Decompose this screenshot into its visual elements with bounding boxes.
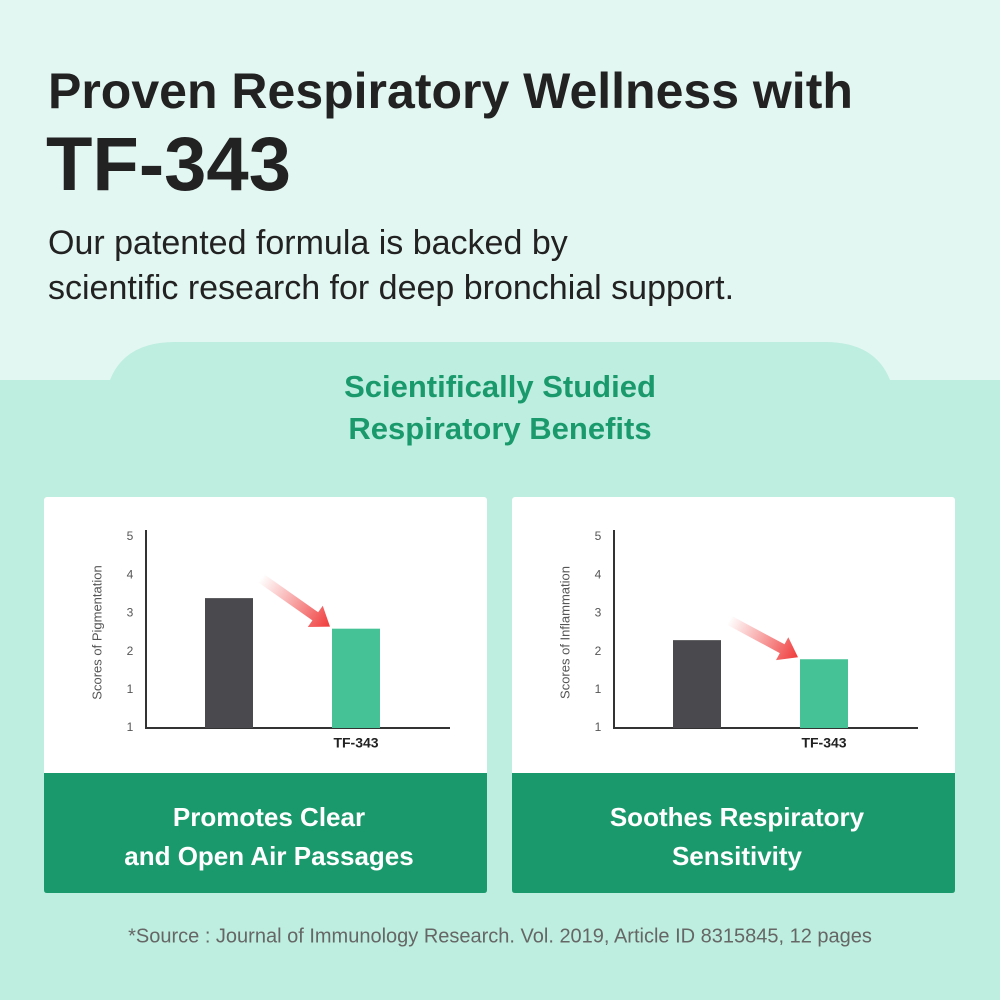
- title: Proven Respiratory Wellness with: [48, 63, 853, 119]
- caption: Soothes Respiratory: [610, 802, 865, 832]
- y-tick-label: 1: [127, 682, 134, 696]
- y-tick-label: 1: [595, 682, 602, 696]
- bar: [205, 598, 253, 728]
- subtitle: scientific research for deep bronchial s…: [48, 269, 734, 307]
- y-axis-label: Scores of Pigmentation: [89, 565, 104, 699]
- y-tick-label: 2: [595, 644, 602, 658]
- section-title: Scientifically Studied: [344, 369, 656, 404]
- y-tick-label: 5: [127, 529, 134, 543]
- y-tick-label: 2: [127, 644, 134, 658]
- y-tick-label: 4: [595, 567, 602, 581]
- y-tick-label: 4: [127, 567, 134, 581]
- trend-arrow: [258, 574, 330, 627]
- card-footer: [512, 773, 955, 893]
- bar: [332, 628, 380, 728]
- y-axis-label: Scores of Inflammation: [557, 566, 572, 699]
- y-tick-label: 1: [595, 720, 602, 734]
- bar: [800, 659, 848, 728]
- subtitle: Our patented formula is backed by: [48, 224, 568, 262]
- caption: Promotes Clear: [173, 802, 365, 832]
- y-tick-label: 5: [595, 529, 602, 543]
- product-name: TF-343: [46, 122, 291, 207]
- footnote: *Source : Journal of Immunology Research…: [128, 925, 872, 947]
- trend-arrow: [726, 615, 798, 661]
- caption: and Open Air Passages: [124, 841, 413, 871]
- y-tick-label: 1: [127, 720, 134, 734]
- x-tick-label: TF-343: [801, 735, 846, 751]
- bar: [673, 640, 721, 728]
- y-tick-label: 3: [127, 606, 134, 620]
- section-title: Respiratory Benefits: [348, 411, 651, 446]
- y-tick-label: 3: [595, 606, 602, 620]
- x-tick-label: TF-343: [333, 735, 378, 751]
- caption: Sensitivity: [672, 841, 803, 871]
- card-footer: [44, 773, 487, 893]
